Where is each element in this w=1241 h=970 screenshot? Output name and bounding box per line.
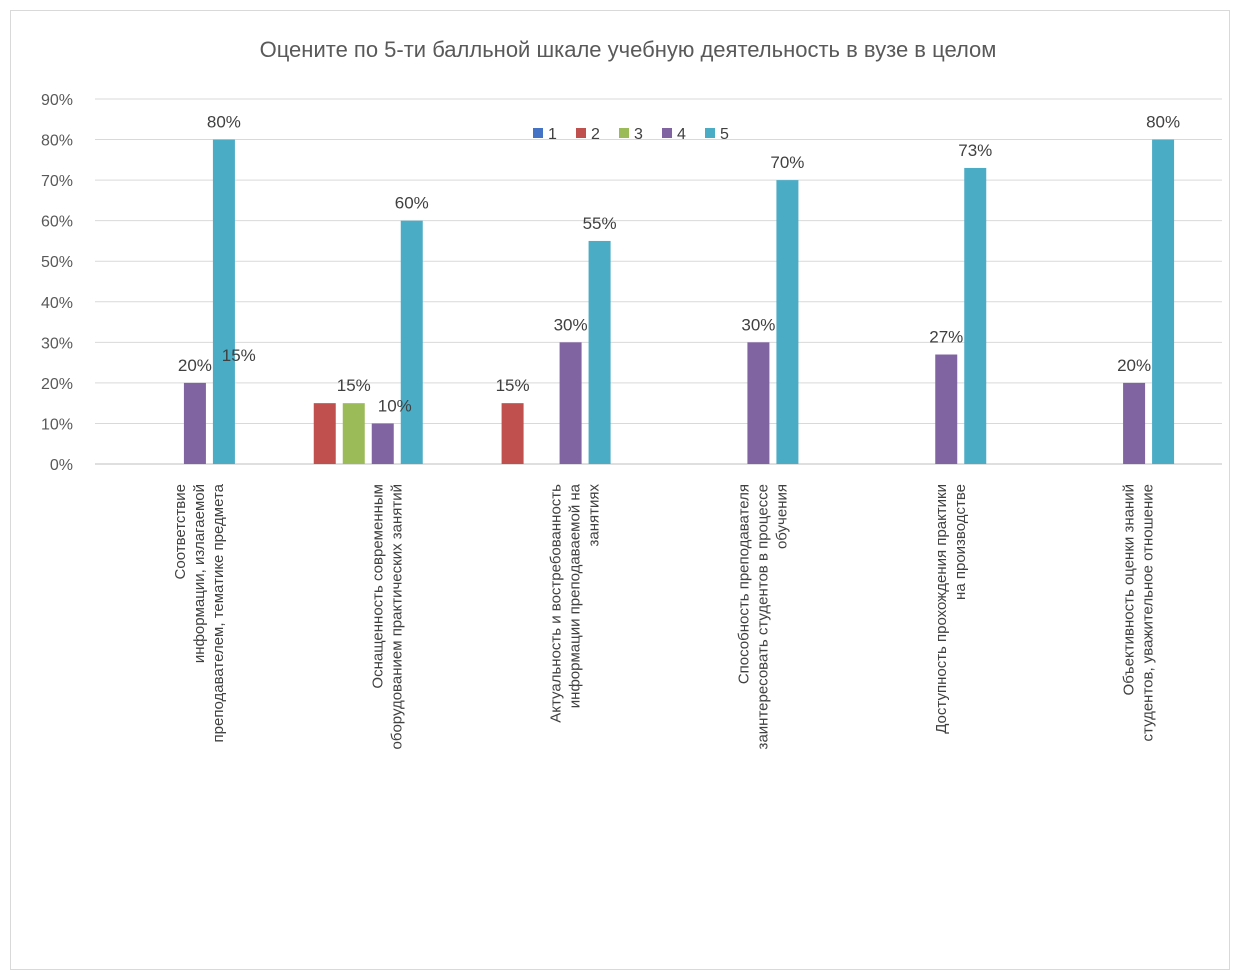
data-label: 15%	[222, 346, 256, 365]
bar-series-5	[212, 139, 235, 465]
y-tick-label: 0%	[50, 457, 73, 474]
data-label: 73%	[958, 141, 992, 160]
data-label: 27%	[929, 328, 963, 347]
category-label: Объективность оценки знаний студентов, ув…	[1121, 484, 1157, 741]
y-tick-label: 50%	[41, 254, 73, 271]
legend-swatch	[619, 128, 629, 138]
bars	[183, 139, 1175, 465]
category-label-line: преподавателем, тематике предмета	[210, 483, 227, 742]
legend-label: 5	[720, 126, 729, 143]
bar-series-5	[400, 220, 423, 464]
bar-series-2	[313, 403, 336, 464]
legend-label: 3	[634, 126, 643, 143]
category-label-line: заинтересовать студентов в процессе	[754, 484, 771, 749]
legend-swatch	[576, 128, 586, 138]
bar-series-3	[342, 403, 365, 464]
legend-swatch	[705, 128, 715, 138]
y-tick-label: 90%	[41, 92, 73, 109]
bar-series-2	[501, 403, 524, 464]
category-labels: Соответствие информации, излагаемой препод…	[172, 483, 1157, 749]
data-label: 20%	[1117, 356, 1151, 375]
y-tick-label: 10%	[41, 416, 73, 433]
category-label: Оснащенность современным оборудованием пр…	[369, 484, 405, 749]
category-label-line: оборудованием практических занятий	[388, 484, 405, 749]
legend: 1 2 3 4 5	[533, 126, 729, 143]
bar-series-4	[747, 342, 770, 464]
y-tick-label: 70%	[41, 173, 73, 190]
data-label: 55%	[583, 214, 617, 233]
bar-series-4	[183, 382, 206, 464]
category-label-line: информации преподаваемой на	[567, 483, 584, 708]
data-labels: 15% 15% 15% 20% 10% 30% 30% 27% 20% 80% 60% 55% 70% 7…	[178, 113, 1180, 416]
data-label: 15%	[496, 376, 530, 395]
bar-series-5	[964, 167, 987, 464]
category-label-line: Соответствие	[172, 484, 189, 579]
bar-series-5	[776, 180, 799, 464]
category-label-line: Объективность оценки знаний	[1121, 484, 1138, 695]
legend-swatch	[662, 128, 672, 138]
category-label-line: обучения	[773, 484, 790, 549]
category-label: Актуальность и востребованность информаци…	[548, 483, 603, 722]
category-label-line: Оснащенность современным	[369, 484, 386, 689]
y-axis: 0% 10% 20% 30% 40% 50% 60% 70% 80% 90%	[41, 92, 73, 474]
data-label: 80%	[207, 113, 241, 132]
y-tick-label: 30%	[41, 335, 73, 352]
data-label: 30%	[554, 315, 588, 334]
bar-series-4	[1123, 382, 1146, 464]
y-tick-label: 40%	[41, 295, 73, 312]
gridlines	[95, 98, 1222, 465]
category-label-line: занятиях	[586, 484, 603, 547]
data-label: 30%	[741, 315, 775, 334]
data-label: 70%	[770, 153, 804, 172]
category-label-line: Доступность прохождения практики	[933, 484, 950, 734]
bar-series-4	[371, 423, 394, 464]
category-label-line: Способность преподавателя	[735, 484, 752, 684]
category-label-line: информации, излагаемой	[191, 484, 208, 663]
legend-swatch	[533, 128, 543, 138]
bar-series-5	[1152, 139, 1175, 465]
legend-label: 2	[591, 126, 600, 143]
y-tick-label: 80%	[41, 133, 73, 150]
category-label: Доступность прохождения практики на произ…	[933, 484, 969, 734]
data-label: 10%	[378, 396, 412, 415]
data-label: 60%	[395, 194, 429, 213]
y-tick-label: 20%	[41, 376, 73, 393]
category-label-line: студентов, уважительное отношение	[1140, 484, 1157, 741]
category-label: Способность преподавателя заинтересовать …	[735, 484, 790, 749]
data-label: 80%	[1146, 113, 1180, 132]
bar-series-5	[588, 240, 611, 464]
category-label: Соответствие информации, излагаемой препод…	[172, 483, 227, 742]
legend-label: 4	[677, 126, 686, 143]
category-label-line: на производстве	[952, 484, 969, 600]
bar-series-4	[559, 342, 582, 464]
chart-title: Оцените по 5-ти балльной шкале учебную д…	[260, 37, 997, 62]
bar-series-4	[935, 354, 958, 464]
data-label: 20%	[178, 356, 212, 375]
legend-label: 1	[548, 126, 557, 143]
data-label: 15%	[337, 376, 371, 395]
y-tick-label: 60%	[41, 214, 73, 231]
category-label-line: Актуальность и востребованность	[548, 484, 565, 723]
